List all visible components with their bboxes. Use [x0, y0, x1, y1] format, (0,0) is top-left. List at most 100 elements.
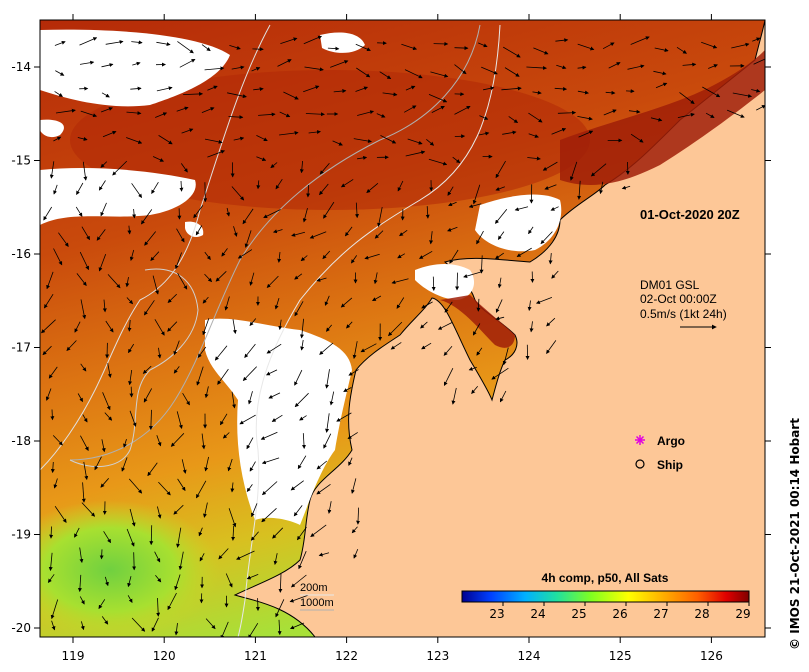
current-vector — [277, 619, 282, 636]
current-vector — [77, 136, 88, 141]
current-vector — [351, 526, 358, 534]
current-vector — [244, 230, 252, 248]
current-vector — [58, 232, 69, 247]
current-vector — [193, 205, 204, 219]
current-vector — [650, 117, 663, 122]
current-vector — [147, 462, 158, 477]
current-vector — [268, 392, 281, 399]
current-vector — [372, 295, 382, 302]
current-vector — [502, 347, 509, 366]
current-vector — [230, 482, 235, 493]
current-vector — [41, 319, 56, 334]
current-vector — [437, 322, 453, 330]
colorbar-title: 4h comp, p50, All Sats — [542, 571, 669, 585]
y-tick-label: -18 — [11, 434, 31, 448]
current-vector — [202, 318, 210, 336]
legend-ship: Ship — [635, 458, 683, 472]
current-vector — [391, 278, 409, 285]
current-vector — [502, 46, 521, 58]
current-vector — [577, 65, 587, 70]
warm-band — [70, 70, 590, 210]
current-vector — [112, 160, 128, 176]
legend-argo: Argo — [635, 434, 685, 448]
current-vector — [261, 508, 277, 523]
x-tick-label: 120 — [153, 649, 176, 663]
colorbar-tick-label: 29 — [735, 607, 750, 621]
current-vector — [179, 180, 184, 192]
current-vector — [215, 271, 227, 282]
current-vector — [231, 525, 236, 541]
current-vector — [99, 549, 104, 560]
current-vector — [319, 342, 334, 355]
current-vector — [454, 64, 467, 75]
current-vector — [204, 138, 223, 144]
current-vector — [103, 531, 111, 544]
current-vector — [348, 369, 359, 376]
current-vector — [80, 435, 89, 451]
current-vector — [289, 594, 309, 603]
current-vector — [207, 150, 226, 158]
current-vector — [170, 433, 185, 447]
current-vector — [198, 527, 203, 537]
current-vector — [303, 85, 320, 93]
current-vector — [130, 86, 142, 91]
current-vector — [126, 297, 134, 305]
current-vector — [156, 86, 173, 92]
current-vector — [355, 202, 359, 219]
x-tick-label: 126 — [700, 649, 723, 663]
current-vector — [653, 70, 667, 76]
contour-200m — [237, 24, 501, 637]
current-vector — [405, 150, 426, 157]
current-vector — [355, 43, 371, 52]
current-vector — [401, 43, 418, 51]
current-vector — [100, 478, 110, 488]
current-vector — [451, 387, 457, 405]
current-vector — [377, 207, 383, 227]
y-tick-label: -20 — [11, 621, 31, 635]
current-vector — [228, 508, 237, 528]
current-vector — [404, 69, 423, 79]
current-vector — [174, 574, 181, 591]
current-vector — [266, 275, 279, 288]
current-vector — [75, 206, 83, 217]
current-vector — [556, 64, 567, 70]
current-vector — [231, 186, 245, 201]
current-vector — [220, 413, 228, 426]
current-vector — [325, 413, 330, 433]
argo-marker-icon — [635, 435, 645, 445]
current-vector — [324, 295, 330, 306]
current-vector — [101, 616, 109, 625]
current-vector — [79, 60, 95, 65]
current-vector — [100, 161, 108, 168]
current-vector — [236, 550, 255, 560]
current-vector — [96, 229, 106, 241]
current-vector — [127, 595, 133, 603]
current-vector — [272, 229, 283, 234]
current-vector — [42, 345, 52, 356]
current-vector — [557, 110, 577, 115]
current-vector — [227, 92, 247, 99]
y-tick-label: -16 — [11, 247, 31, 261]
current-vector — [201, 433, 206, 450]
current-vector — [322, 250, 331, 260]
current-vector — [154, 319, 165, 336]
current-vector — [508, 116, 519, 123]
current-vector — [81, 226, 90, 241]
current-vector — [357, 110, 375, 116]
current-vector — [246, 484, 253, 493]
current-vector — [374, 230, 384, 239]
current-vector — [233, 136, 245, 141]
current-vector — [174, 623, 179, 636]
cool-water-patch — [40, 500, 220, 637]
current-vector — [676, 46, 687, 54]
current-vector — [167, 293, 177, 303]
current-vector — [237, 249, 253, 259]
current-vector — [224, 296, 230, 311]
current-vector — [52, 435, 63, 446]
current-vector — [98, 599, 106, 610]
current-vector — [260, 431, 278, 440]
current-vector — [204, 66, 225, 71]
current-vector — [131, 617, 146, 632]
current-vector — [249, 461, 256, 472]
